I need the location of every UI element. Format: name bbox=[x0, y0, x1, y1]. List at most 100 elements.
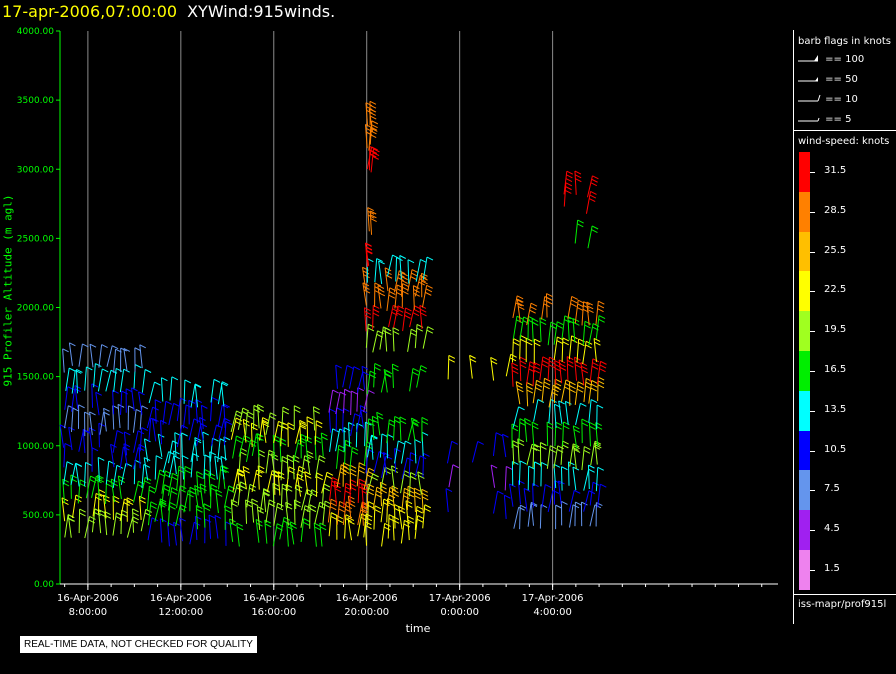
barb-staff bbox=[273, 421, 279, 443]
barb-feather bbox=[546, 300, 553, 305]
wind-barb bbox=[448, 464, 460, 488]
barb-feather bbox=[597, 304, 605, 309]
barb-feather bbox=[424, 504, 432, 509]
barb-feather bbox=[591, 365, 599, 370]
barb-feather bbox=[300, 422, 307, 427]
wind-barb bbox=[299, 419, 307, 445]
barb-staff bbox=[533, 399, 539, 422]
wind-barb bbox=[336, 464, 348, 488]
barb-staff bbox=[84, 366, 87, 391]
barb-staff bbox=[574, 357, 578, 381]
barb-feather bbox=[272, 486, 280, 491]
barb-feather bbox=[286, 454, 294, 459]
barb-feather bbox=[398, 440, 405, 445]
barb-staff bbox=[214, 456, 218, 480]
barb-feather bbox=[559, 363, 566, 368]
barb-feather bbox=[567, 359, 574, 364]
barb-feather bbox=[403, 523, 411, 528]
barb-feather bbox=[426, 284, 433, 289]
wind-barb bbox=[401, 283, 409, 308]
barb-feather bbox=[572, 504, 580, 509]
wind-barb bbox=[74, 385, 82, 409]
barb-feather bbox=[204, 518, 212, 523]
barb-feather bbox=[338, 504, 346, 509]
barb-feather bbox=[541, 363, 549, 368]
barb-feather bbox=[578, 342, 585, 347]
wind-barb bbox=[569, 504, 580, 528]
barb-staff bbox=[391, 465, 395, 490]
barb-feather bbox=[419, 278, 426, 283]
barb-staff bbox=[329, 428, 334, 452]
barb-feather bbox=[258, 453, 265, 458]
wind-barb bbox=[546, 445, 557, 469]
barb-feather bbox=[594, 341, 601, 346]
barb-feather bbox=[348, 503, 356, 508]
barb-feather bbox=[210, 483, 218, 488]
wind-barb bbox=[369, 210, 377, 235]
wind-barb bbox=[209, 451, 216, 476]
barb-feather bbox=[597, 466, 604, 471]
barb-feather bbox=[155, 455, 163, 460]
barb-feather bbox=[211, 396, 219, 401]
barb-feather bbox=[126, 501, 134, 506]
barb-feather bbox=[363, 274, 370, 279]
barb-staff bbox=[265, 450, 270, 474]
barb-staff bbox=[335, 391, 341, 415]
wind-barb bbox=[513, 506, 525, 529]
barb-staff bbox=[97, 368, 103, 392]
wind-barb bbox=[202, 431, 209, 456]
wind-barb bbox=[77, 404, 85, 429]
barb-staff bbox=[515, 381, 521, 405]
barb-feather bbox=[319, 522, 327, 527]
barb-feather bbox=[316, 476, 323, 481]
barb-feather bbox=[349, 482, 357, 487]
barb-feather bbox=[343, 466, 350, 471]
barb-feather bbox=[490, 356, 497, 361]
barb-feather bbox=[372, 419, 379, 424]
barb-feather bbox=[281, 425, 288, 430]
barb-feather bbox=[215, 493, 223, 497]
barb-staff bbox=[569, 504, 574, 528]
barb-feather bbox=[392, 492, 399, 497]
barb-staff bbox=[147, 501, 152, 526]
barb-feather bbox=[407, 485, 415, 490]
barb-feather bbox=[126, 497, 134, 502]
barb-staff bbox=[91, 383, 94, 408]
barb-staff bbox=[265, 499, 270, 523]
wind-barb bbox=[138, 391, 145, 415]
barb-feather bbox=[588, 468, 595, 473]
wind-barb bbox=[194, 515, 202, 541]
wind-barb bbox=[574, 356, 582, 381]
wind-barb bbox=[581, 418, 589, 444]
barb-feather bbox=[264, 523, 272, 528]
barb-staff bbox=[188, 418, 195, 441]
barb-feather bbox=[285, 501, 292, 506]
barb-feather bbox=[287, 422, 295, 427]
barb-feather bbox=[258, 449, 265, 454]
colorbar-label: 7.5 bbox=[824, 483, 840, 495]
barb-feather bbox=[160, 518, 167, 523]
barb-feather bbox=[363, 289, 371, 294]
barb-feather bbox=[520, 460, 527, 465]
barb-feather bbox=[245, 499, 252, 504]
barb-feather bbox=[349, 468, 357, 473]
wind-barb bbox=[587, 175, 599, 198]
barb-staff bbox=[314, 502, 321, 524]
wind-barb bbox=[279, 516, 291, 540]
flag-legend-item: == 10 bbox=[798, 94, 858, 105]
barb-feather bbox=[274, 470, 281, 475]
x-tick-time: 16:00:00 bbox=[251, 607, 296, 618]
barb-staff bbox=[560, 379, 567, 402]
wind-barb bbox=[237, 407, 250, 430]
barb-staff bbox=[564, 401, 569, 425]
barb-feather bbox=[251, 422, 258, 427]
wind-barb bbox=[210, 396, 219, 422]
barb-feather bbox=[150, 505, 157, 509]
barb-feather bbox=[452, 464, 460, 469]
wind-barb bbox=[237, 468, 245, 493]
wind-barb bbox=[367, 207, 375, 232]
barb-staff bbox=[594, 441, 598, 465]
barb-feather bbox=[531, 421, 539, 426]
wind-barb bbox=[203, 503, 211, 528]
wind-barb bbox=[588, 422, 596, 447]
